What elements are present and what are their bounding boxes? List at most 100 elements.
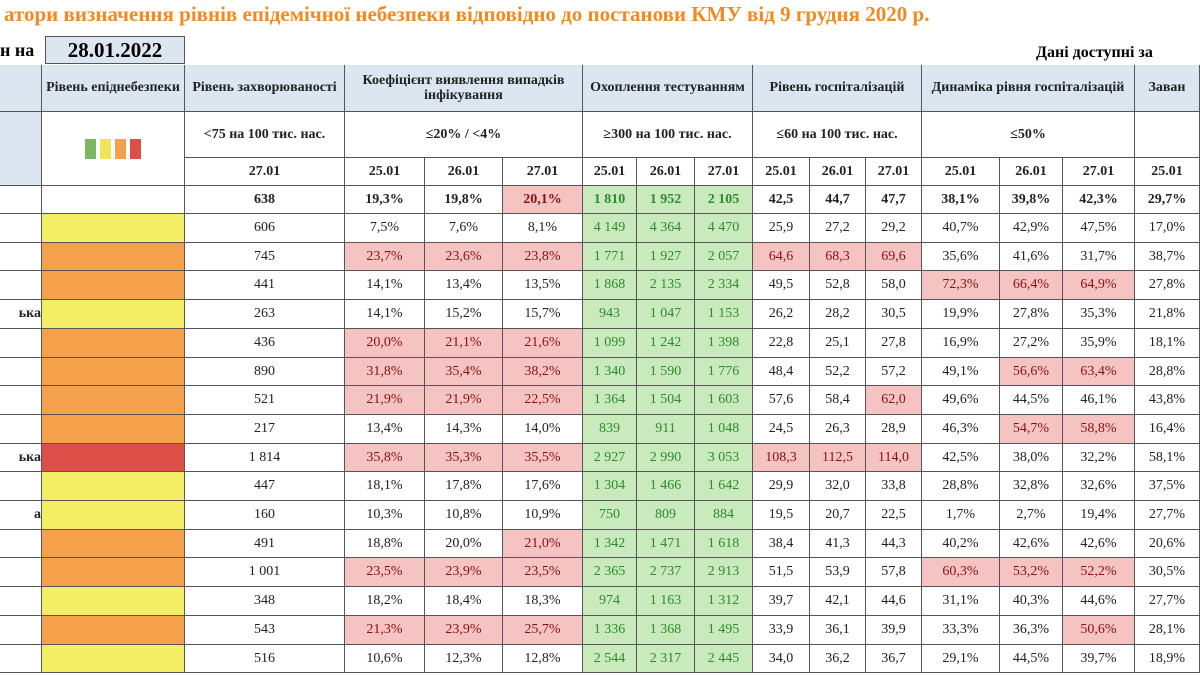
- data-cell: 2 445: [695, 645, 753, 673]
- data-cell: 66,4%: [1000, 271, 1063, 300]
- data-cell: 44,7: [810, 186, 866, 214]
- data-cell: 1 952: [637, 186, 695, 214]
- data-cell: 35,3%: [425, 444, 503, 472]
- data-cell: 114,0: [866, 444, 922, 472]
- data-cell: 60,3%: [922, 558, 1000, 587]
- data-cell: 29,2: [866, 214, 922, 243]
- row-label: [0, 271, 42, 300]
- data-cell: 46,1%: [1063, 386, 1135, 415]
- data-cell: 57,8: [866, 558, 922, 587]
- date-header: 25.01: [345, 158, 425, 186]
- data-cell: 51,5: [753, 558, 810, 587]
- data-cell: 23,6%: [425, 243, 503, 271]
- level-cell: [42, 358, 185, 386]
- data-cell: 28,8%: [1135, 358, 1200, 386]
- data-cell: 21,9%: [345, 386, 425, 415]
- data-cell: 49,6%: [922, 386, 1000, 415]
- row-label: [0, 358, 42, 386]
- level-cell: [42, 472, 185, 501]
- data-cell: 46,3%: [922, 415, 1000, 444]
- data-cell: 58,4: [810, 386, 866, 415]
- data-cell: 18,3%: [503, 587, 583, 616]
- data-cell: 1 153: [695, 300, 753, 329]
- data-cell: 39,8%: [1000, 186, 1063, 214]
- data-cell: 2 135: [637, 271, 695, 300]
- row-label: [0, 186, 42, 214]
- criterion: ≤20% / <4%: [345, 112, 583, 158]
- data-cell: 42,9%: [1000, 214, 1063, 243]
- date-header: 27.01: [185, 158, 345, 186]
- data-cell: 35,4%: [425, 358, 503, 386]
- level-cell: [42, 243, 185, 271]
- data-cell: 52,8: [810, 271, 866, 300]
- date-label: н на: [0, 40, 35, 60]
- data-cell: 10,8%: [425, 501, 503, 530]
- data-cell: 18,9%: [1135, 645, 1200, 673]
- date: 28.01.2022: [45, 36, 185, 64]
- data-cell: 21,8%: [1135, 300, 1200, 329]
- data-cell: 44,6%: [1063, 587, 1135, 616]
- data-cell: 1 471: [637, 530, 695, 558]
- swatch: [115, 138, 126, 159]
- data-cell: 112,5: [810, 444, 866, 472]
- data-cell: 54,7%: [1000, 415, 1063, 444]
- data-cell: 27,2%: [1000, 329, 1063, 358]
- data-cell: 13,4%: [425, 271, 503, 300]
- data-cell: 8,1%: [503, 214, 583, 243]
- data-cell: 31,1%: [922, 587, 1000, 616]
- column-title: Динаміка рівня госпіталізацій: [922, 65, 1135, 112]
- data-cell: 41,3: [810, 530, 866, 558]
- swatches: [42, 112, 185, 186]
- data-cell: 42,5: [753, 186, 810, 214]
- data-cell: 28,1%: [1135, 616, 1200, 645]
- data-cell: 20,0%: [345, 329, 425, 358]
- data-cell: 2 913: [695, 558, 753, 587]
- data-cell: 441: [185, 271, 345, 300]
- level-cell: [42, 329, 185, 358]
- data-cell: 809: [637, 501, 695, 530]
- data-cell: 160: [185, 501, 345, 530]
- data-cell: 22,5%: [503, 386, 583, 415]
- data-cell: 47,7: [866, 186, 922, 214]
- data-cell: 750: [583, 501, 637, 530]
- data-cell: 18,4%: [425, 587, 503, 616]
- data-cell: 18,1%: [1135, 329, 1200, 358]
- data-cell: 17,0%: [1135, 214, 1200, 243]
- data-cell: 1,7%: [922, 501, 1000, 530]
- data-cell: 2 544: [583, 645, 637, 673]
- data-cell: 10,6%: [345, 645, 425, 673]
- level-cell: [42, 186, 185, 214]
- data-cell: 42,1: [810, 587, 866, 616]
- data-cell: 28,8%: [922, 472, 1000, 501]
- level-cell: [42, 501, 185, 530]
- data-cell: 18,8%: [345, 530, 425, 558]
- data-cell: 64,6: [753, 243, 810, 271]
- data-cell: 56,6%: [1000, 358, 1063, 386]
- data-cell: 2 317: [637, 645, 695, 673]
- data-cell: 39,7: [753, 587, 810, 616]
- data-cell: 21,6%: [503, 329, 583, 358]
- data-cell: 19,3%: [345, 186, 425, 214]
- column-title: Рівень захворюваності: [185, 65, 345, 112]
- data-cell: 1 590: [637, 358, 695, 386]
- data-cell: 32,0: [810, 472, 866, 501]
- data-cell: 2 057: [695, 243, 753, 271]
- data-cell: 53,9: [810, 558, 866, 587]
- data-cell: 21,0%: [503, 530, 583, 558]
- data-cell: 47,5%: [1063, 214, 1135, 243]
- data-cell: 12,3%: [425, 645, 503, 673]
- data-cell: 33,9: [753, 616, 810, 645]
- level-cell: [42, 214, 185, 243]
- data-cell: 29,7%: [1135, 186, 1200, 214]
- column-title: Коефіцієнт виявлення випадків інфікуванн…: [345, 65, 583, 112]
- data-cell: 1 868: [583, 271, 637, 300]
- data-cell: 1 504: [637, 386, 695, 415]
- data-cell: 436: [185, 329, 345, 358]
- data-cell: 1 810: [583, 186, 637, 214]
- data-cell: 57,6: [753, 386, 810, 415]
- data-cell: 2 990: [637, 444, 695, 472]
- data-cell: 30,5%: [1135, 558, 1200, 587]
- data-cell: 44,5%: [1000, 645, 1063, 673]
- data-cell: 23,9%: [425, 616, 503, 645]
- data-cell: 35,5%: [503, 444, 583, 472]
